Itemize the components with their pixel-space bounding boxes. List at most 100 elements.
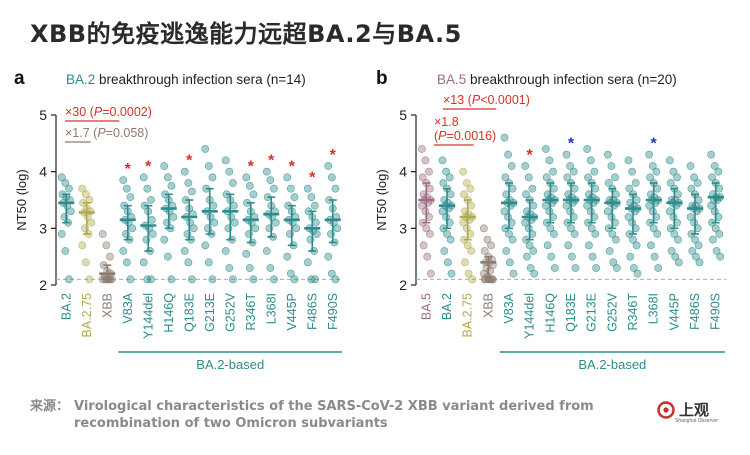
p1-data-point: [242, 249, 251, 258]
p2-x-tick-label: BA.2: [440, 293, 454, 320]
p2-x-tick-label: BA.5: [419, 293, 433, 320]
p2-data-point: [528, 184, 537, 193]
p1-data-point: [333, 224, 342, 233]
p1-data-point: [245, 264, 254, 272]
p2-data-point: [590, 167, 599, 176]
p2-data-point: [566, 207, 574, 216]
p1-x-tick-label: F490S: [326, 293, 340, 330]
p2-data-point: [462, 224, 471, 233]
p2-data-point: [426, 230, 434, 238]
p1-data-point: [128, 224, 137, 233]
p2-data-point: [438, 156, 447, 165]
p2-data-point: [443, 258, 452, 267]
p2-data-point: [550, 264, 559, 272]
p2-data-point: [500, 207, 509, 216]
p2-data-point: [586, 207, 595, 216]
p2-data-point: [646, 173, 654, 182]
p2-data-point: [459, 218, 468, 227]
p2-data-point: [709, 235, 717, 244]
p2-data-point: [461, 258, 469, 267]
p2-data-point: [669, 213, 678, 221]
p2-data-point: [530, 269, 539, 278]
p1-data-point: [147, 196, 155, 204]
p2-data-point: [417, 145, 426, 153]
p1-data-point: [147, 215, 156, 224]
p1-data-point: [180, 247, 189, 255]
p1-x-tick-label: BA.2: [59, 293, 73, 320]
p2-y-tick-label: 5: [399, 107, 407, 123]
p1-data-point: [331, 184, 340, 193]
p1-data-point: [270, 275, 278, 284]
p2-y-axis-label: NT50 (log): [374, 169, 389, 230]
p2-data-point: [645, 201, 654, 210]
p2-data-point: [653, 230, 662, 238]
p2-data-point: [583, 201, 592, 210]
p2-data-point: [608, 230, 617, 238]
source-label: 来源：: [30, 399, 70, 414]
p2-data-point: [438, 207, 447, 216]
p1-y-tick-label: 2: [39, 277, 47, 293]
p2-data-point: [462, 179, 471, 187]
p2-data-point: [439, 179, 448, 187]
p2-data-point: [591, 184, 600, 193]
p2-data-point: [523, 252, 531, 261]
p1-data-point: [204, 258, 213, 267]
p2-data-point: [592, 264, 601, 272]
p1-data-point: [225, 167, 234, 176]
p1-x-tick-label: G213E: [203, 293, 217, 332]
p2-data-point: [562, 150, 571, 159]
p2-data-point: [529, 201, 538, 210]
p1-data-point: [189, 224, 198, 233]
p2-data-point: [693, 179, 702, 187]
p2-data-point: [628, 218, 636, 227]
p1-x-tick-label: XBB: [100, 293, 114, 318]
p2-data-point: [584, 173, 592, 182]
p2-data-point: [526, 264, 535, 272]
p1-data-point: [312, 230, 321, 238]
p1-data-point: [81, 190, 90, 199]
p1-data-point: [87, 218, 96, 227]
p2-data-point: [505, 230, 513, 238]
p2-data-point: [421, 156, 430, 165]
p2-data-point: [466, 230, 475, 238]
p1-data-point: [186, 218, 195, 227]
page-headline: XBB的免疫逃逸能力远超BA.2与BA.5: [30, 20, 462, 48]
p1-data-point: [206, 213, 215, 221]
p2-y-tick-label: 3: [399, 220, 407, 236]
p2-x-tick-label: V445P: [667, 293, 681, 331]
p1-significance-star: *: [186, 153, 193, 170]
p1-data-point: [201, 145, 210, 153]
p1-x-tick-label: F486S: [305, 293, 319, 330]
p1-data-point: [249, 190, 258, 199]
p2-data-point: [708, 173, 716, 182]
p1-data-point: [139, 258, 148, 267]
p2-data-point: [467, 201, 476, 210]
p2-data-point: [463, 241, 472, 250]
p2-data-point: [423, 252, 432, 261]
p1-data-point: [78, 184, 87, 193]
p2-data-point: [716, 252, 725, 261]
p2-data-point: [418, 173, 427, 182]
p1-data-point: [311, 218, 320, 227]
p1-data-point: [327, 173, 336, 182]
p2-data-point: [507, 162, 516, 170]
p1-group-label: BA.2-based: [196, 357, 264, 372]
p2-data-point: [695, 258, 704, 267]
p2-group-label: BA.2-based: [578, 357, 646, 372]
p1-data-point: [262, 167, 271, 176]
p1-data-point: [283, 252, 292, 261]
p1-data-point: [78, 241, 87, 250]
p1-data-point: [307, 193, 316, 202]
p2-data-point: [687, 184, 696, 193]
p2-data-point: [545, 207, 554, 216]
p2-data-point: [674, 258, 683, 267]
p1-data-point: [266, 264, 275, 272]
logo-name: 上观: [679, 401, 710, 419]
p1-chart-title: BA.2 breakthrough infection sera (n=14): [66, 72, 306, 87]
p1-y-axis-label: NT50 (log): [14, 169, 29, 230]
p1-x-tick-label: V445P: [285, 293, 299, 331]
p2-data-point: [645, 150, 654, 159]
p1-data-point: [271, 218, 280, 227]
p1-data-point: [57, 230, 66, 238]
p1-data-point: [160, 235, 169, 244]
